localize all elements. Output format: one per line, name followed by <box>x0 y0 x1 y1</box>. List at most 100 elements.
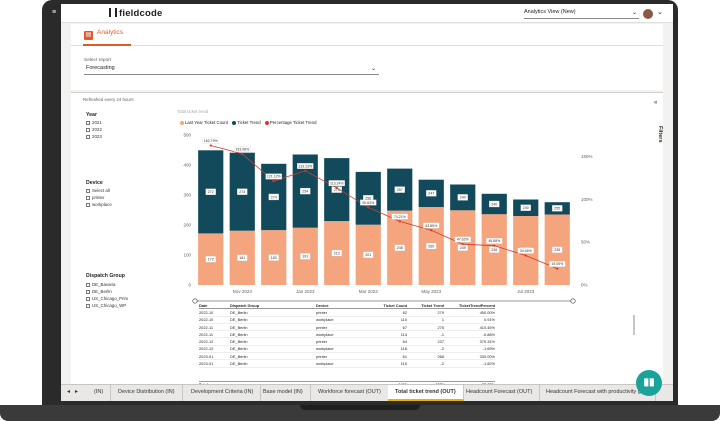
select-report-dropdown[interactable]: Forecasting ⌄ <box>84 65 379 75</box>
table-cell: workplace <box>316 331 334 337</box>
year-option[interactable]: 2021 <box>86 120 102 125</box>
ticket-trend-chart: 500 400 300 200 100 0 150% 100% 50% 0% 172 272 181 27… <box>183 133 593 304</box>
pct-label-box <box>265 173 282 180</box>
y-tick-label: 400 <box>183 163 191 168</box>
page-tab[interactable]: Total ticket trend (OUT) <box>388 385 464 401</box>
data-label-box <box>426 190 437 197</box>
page-tab[interactable]: Headcount Forecast (OUT) <box>459 385 541 401</box>
collapse-arrows-icon[interactable]: « <box>654 100 658 106</box>
page-tab[interactable]: Workforce forecast (OUT) <box>311 385 389 401</box>
pct-label-box <box>423 222 440 229</box>
year-option[interactable]: 2022 <box>86 127 102 132</box>
data-label-box <box>268 193 279 201</box>
table-row: 2022-11 DE_Berlin printer 67 275 410.45% <box>199 324 495 332</box>
page-tab[interactable]: Base model (IN) <box>256 385 311 401</box>
pct-trend-point <box>430 229 433 232</box>
pct-data-label: 162.79% <box>204 139 218 143</box>
table-cell: 410.45% <box>479 324 495 330</box>
top-bar: fieldcode Analytics View (New) ⌄ ⌄ <box>61 4 673 23</box>
pct-trend-point <box>493 244 496 247</box>
view-selector[interactable]: Analytics View (New) ⌄ <box>524 9 639 19</box>
data-label-box <box>426 242 437 250</box>
table-cell: 2022-12 <box>199 339 214 345</box>
year-option[interactable]: 2023 <box>86 134 102 139</box>
pct-data-label: 45.88% <box>488 239 500 243</box>
tab-scroll-left-icon[interactable]: ◂ <box>67 389 71 395</box>
tab-analytics-label: Analytics <box>97 29 124 36</box>
pct-trend-point <box>461 243 464 246</box>
table-cell: -1.69% <box>482 346 495 352</box>
data-label-last-year: 181 <box>239 256 245 260</box>
pct-data-label: 47.62% <box>457 238 469 242</box>
page-tab[interactable]: Device Distribution (IN) <box>111 385 183 401</box>
pct-label-box <box>297 163 314 169</box>
pct-trend-point <box>367 206 370 209</box>
table-cell: Ticket Trend <box>421 302 444 308</box>
left-rail: ≡ <box>47 4 61 401</box>
x-tick-label: Jul 2023 <box>517 289 535 294</box>
dispatch-option[interactable]: DE_Bavaria <box>86 282 115 287</box>
page-tab[interactable]: (IN) <box>87 385 112 401</box>
data-label-box <box>331 249 342 257</box>
chevron-down-icon: ⌄ <box>370 66 376 72</box>
data-label-box <box>552 246 563 253</box>
dispatch-option[interactable]: DE_Berlin <box>86 289 112 294</box>
table-cell: printer <box>316 339 328 345</box>
table-cell: 370.31% <box>479 339 495 345</box>
menu-toggle-icon[interactable]: ≡ <box>51 9 57 16</box>
avatar[interactable] <box>643 9 653 19</box>
dispatch-option[interactable]: US_Chicago_Prim <box>86 296 128 301</box>
page-tab[interactable]: Development Criteria (IN) <box>184 385 262 401</box>
table-cell: DE_Berlin <box>230 324 248 330</box>
data-label-last-year: 260 <box>428 244 434 248</box>
data-label-last-year: 236 <box>491 248 497 252</box>
table-row: 2022-11 DE_Berlin workplace 114 -1 -0.88% <box>199 331 495 339</box>
fieldcode-assistant-button[interactable]: ▮▮ <box>636 370 662 396</box>
x-tick-label: Jan 2023 <box>296 289 315 294</box>
table-cell: DE_Berlin <box>230 353 248 359</box>
pct-data-label: 19.05% <box>551 262 563 266</box>
laptop-base <box>0 405 720 421</box>
table-cell: DE_Berlin <box>230 361 248 367</box>
table-cell: 2022-11 <box>199 324 213 330</box>
y-tick-label: 100 <box>183 253 191 258</box>
tab-analytics[interactable]: ▤ Analytics <box>84 29 123 47</box>
table-cell: 2023-01 <box>199 361 214 367</box>
filters-pane[interactable]: « Filters <box>653 96 663 156</box>
analytics-header: ▤ Analytics Select report Forecasting ⌄ <box>71 24 663 90</box>
device-option[interactable]: printer <box>86 195 104 200</box>
table-cell: 275 <box>437 324 445 330</box>
table-scrollbar[interactable] <box>633 315 635 335</box>
table-cell: 2022-10 <box>199 309 214 315</box>
tab-underline <box>83 44 131 46</box>
table-cell: -1 <box>440 331 444 337</box>
data-label-box <box>520 204 531 211</box>
data-label-box <box>394 244 405 251</box>
table-cell: Ticket Count <box>383 302 408 308</box>
table-cell: 279 <box>437 309 445 315</box>
table-cell: 330.00% <box>479 353 495 359</box>
table-cell: -2 <box>440 346 444 352</box>
data-label-last-year: 172 <box>208 258 214 262</box>
data-label-box <box>268 254 279 261</box>
dispatch-option[interactable]: US_Chicago_WP <box>86 303 126 308</box>
table-cell: TicketTrendPercent <box>458 302 495 308</box>
fieldcode-logo: fieldcode <box>109 8 163 19</box>
filters-label: Filters <box>657 126 663 143</box>
report-canvas: Refreshed every 24 hours Year 2021 2022 … <box>71 92 663 387</box>
chevron-down-icon: ⌄ <box>631 10 637 16</box>
logo-text: fieldcode <box>119 8 163 19</box>
data-label-box <box>205 188 216 195</box>
data-label-last-year: 201 <box>365 253 371 257</box>
device-option[interactable]: workplace <box>86 202 112 207</box>
user-menu-chevron-icon[interactable]: ⌄ <box>657 9 663 16</box>
table-cell: workplace <box>316 346 334 352</box>
laptop-notch <box>300 405 420 410</box>
tab-scroll-right-icon[interactable]: ▸ <box>75 389 79 395</box>
select-report-label: Select report <box>84 58 112 63</box>
data-label-last-year: 248 <box>397 246 403 250</box>
data-label-last-year: 213 <box>334 251 340 255</box>
table-row: 2022-10 DE_Berlin workplace 110 1 0.91% <box>199 317 495 324</box>
y2-tick-label: 50% <box>581 240 590 245</box>
device-option[interactable]: Select all <box>86 188 110 193</box>
